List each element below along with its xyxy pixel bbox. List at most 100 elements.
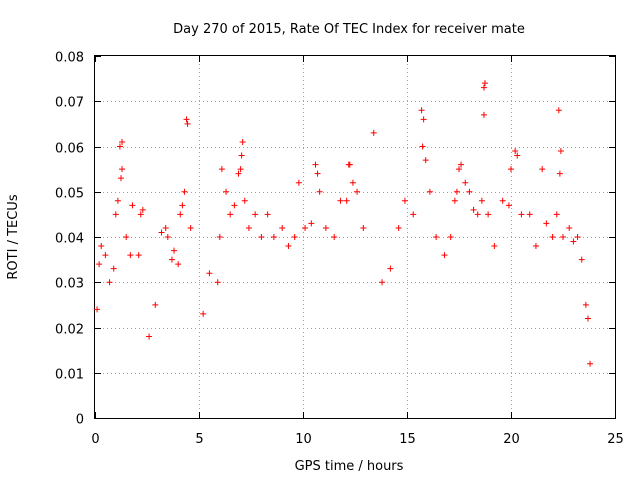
data-point <box>470 206 477 213</box>
data-point <box>512 148 519 155</box>
x-tick-label: 25 <box>607 432 624 447</box>
data-point <box>418 107 425 114</box>
data-point <box>98 243 105 250</box>
data-point <box>505 202 512 209</box>
data-point <box>218 166 225 173</box>
data-point <box>270 234 277 240</box>
data-point <box>379 279 386 286</box>
data-point <box>447 234 454 240</box>
data-point <box>308 220 315 227</box>
data-point <box>485 211 492 218</box>
data-point <box>480 111 487 118</box>
data-point <box>241 197 248 204</box>
y-tick-label: 0.08 <box>55 51 84 66</box>
data-point <box>285 243 292 250</box>
data-point <box>532 243 539 250</box>
data-point <box>114 197 121 204</box>
data-point <box>420 116 427 123</box>
data-point <box>354 188 361 195</box>
data-point <box>346 161 353 168</box>
data-point <box>360 224 367 231</box>
y-tick-label: 0.06 <box>55 142 84 157</box>
data-point <box>419 143 426 150</box>
data-point <box>116 143 123 150</box>
data-point <box>187 224 194 231</box>
data-point <box>175 261 182 268</box>
data-point <box>395 224 402 231</box>
plot-area-border <box>94 55 616 419</box>
data-point <box>216 234 223 240</box>
data-point <box>578 256 585 263</box>
data-point <box>112 211 119 218</box>
data-point <box>480 84 487 91</box>
data-point <box>337 197 344 204</box>
data-point <box>96 261 103 268</box>
data-point <box>314 170 321 177</box>
x-tick-label: 5 <box>195 432 203 447</box>
data-point <box>223 188 230 195</box>
y-axis-label: ROTI / TECUs <box>6 194 21 279</box>
data-point <box>227 211 234 218</box>
data-point <box>433 234 440 240</box>
data-point <box>387 265 394 272</box>
y-tick-label: 0.02 <box>55 323 84 338</box>
data-point <box>555 107 562 114</box>
data-point <box>526 211 533 218</box>
data-point <box>106 279 113 286</box>
data-point <box>139 206 146 213</box>
data-point <box>331 234 338 240</box>
data-point <box>239 138 246 145</box>
data-point <box>179 202 186 209</box>
data-point <box>214 279 221 286</box>
data-point <box>574 234 581 240</box>
data-point <box>316 188 323 195</box>
data-point <box>587 360 594 367</box>
data-point <box>566 224 573 231</box>
data-point <box>127 252 134 259</box>
x-tick-labels: 0 5 10 15 20 25 <box>91 432 623 447</box>
data-point <box>119 138 126 145</box>
x-tick-label: 10 <box>295 432 312 447</box>
data-point <box>200 310 207 317</box>
data-point <box>237 166 244 173</box>
data-point <box>456 166 462 173</box>
data-point <box>458 161 465 168</box>
data-point <box>322 224 329 231</box>
data-point <box>146 333 153 340</box>
data-point <box>453 188 460 195</box>
data-point <box>557 148 564 155</box>
data-point <box>264 211 271 218</box>
data-point <box>158 229 165 236</box>
data-point <box>123 234 130 240</box>
data-point <box>518 211 525 218</box>
data-points <box>94 80 594 367</box>
data-point <box>401 197 408 204</box>
data-point <box>110 265 117 272</box>
data-point <box>177 211 184 218</box>
data-point <box>302 224 309 231</box>
data-point <box>478 197 485 204</box>
data-point <box>119 166 126 173</box>
x-axis-label: GPS time / hours <box>295 459 404 474</box>
data-point <box>343 197 350 204</box>
data-point <box>164 234 171 240</box>
data-point <box>238 152 245 159</box>
data-point <box>370 129 377 136</box>
y-tick-label: 0 <box>76 413 84 428</box>
data-point <box>466 188 473 195</box>
y-tick-label: 0.03 <box>55 277 84 292</box>
data-point <box>152 301 159 308</box>
data-point <box>168 256 175 263</box>
data-point <box>279 224 286 231</box>
data-point <box>252 211 259 218</box>
data-point <box>129 202 136 209</box>
grid-lines <box>95 56 615 418</box>
data-point <box>553 211 560 218</box>
data-point <box>410 211 417 218</box>
y-tick-label: 0.05 <box>55 187 84 202</box>
data-point <box>539 166 546 173</box>
data-point <box>556 170 563 177</box>
data-point <box>102 252 109 259</box>
data-point <box>312 161 319 168</box>
data-point <box>491 243 498 250</box>
